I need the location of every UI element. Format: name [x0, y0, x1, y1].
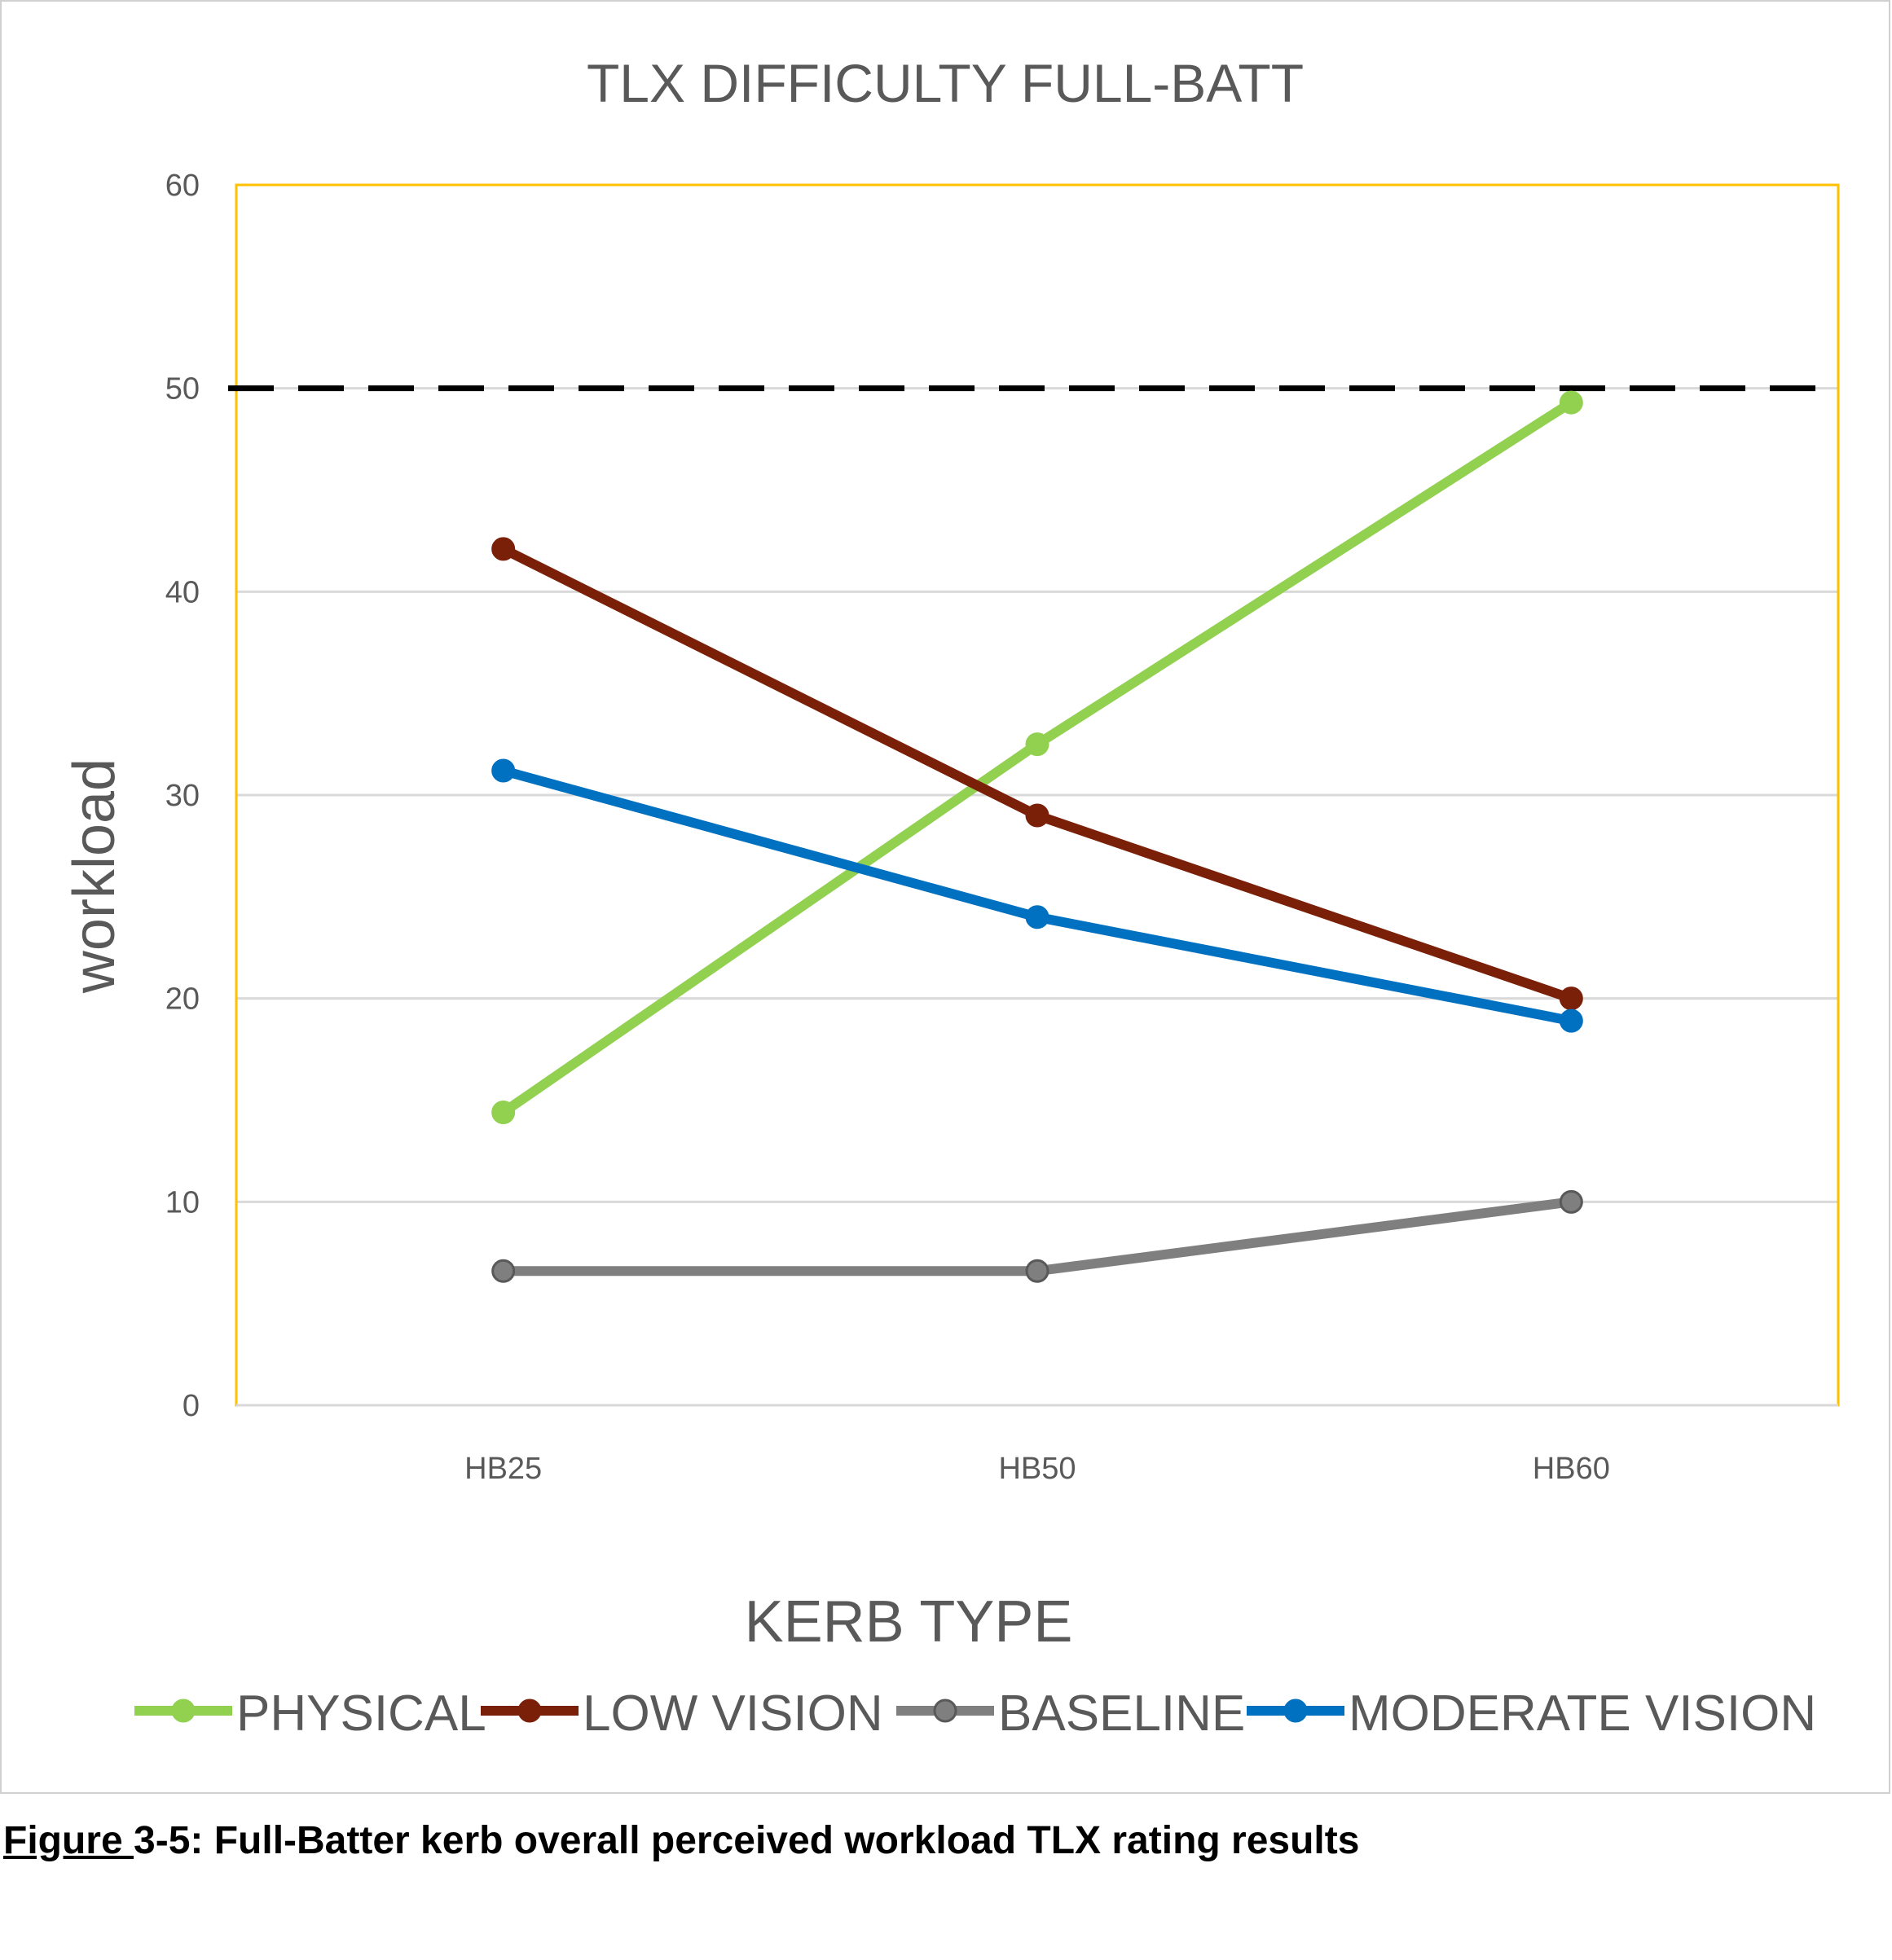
legend-marker: [171, 1699, 196, 1723]
caption-prefix: Figure: [3, 1819, 134, 1862]
x-tick-label: HB60: [1533, 1452, 1610, 1486]
data-point: [1025, 1259, 1049, 1283]
y-axis-label: workload: [62, 758, 127, 994]
legend-item: LOW VISION: [481, 1685, 883, 1742]
y-tick-label: 10: [165, 1185, 200, 1220]
data-point: [1025, 905, 1049, 929]
data-point: [1559, 1009, 1583, 1033]
series-line: [500, 398, 1574, 1117]
data-point: [491, 758, 516, 783]
figure-caption: Figure 3-5: Full-Batter kerb overall per…: [3, 1818, 1359, 1863]
data-point: [1559, 390, 1583, 415]
x-axis-label: KERB TYPE: [745, 1589, 1073, 1655]
data-point: [1025, 732, 1049, 757]
data-point: [1559, 987, 1583, 1011]
x-tick-label: HB25: [464, 1452, 542, 1486]
series-physical: [491, 390, 1583, 1124]
y-tick-label: 30: [165, 779, 200, 813]
series-moderate-vision: [491, 758, 1583, 1033]
legend-label: PHYSICAL: [236, 1685, 486, 1742]
legend-label: MODERATE VISION: [1349, 1685, 1816, 1742]
legend-item: BASELINE: [896, 1685, 1245, 1742]
series-low-vision: [491, 537, 1583, 1011]
y-tick-label: 40: [165, 575, 200, 609]
y-tick-label: 20: [165, 982, 200, 1017]
legend-item: PHYSICAL: [134, 1685, 486, 1742]
data-point: [1025, 803, 1049, 828]
y-tick-label: 50: [165, 372, 200, 407]
line-chart: TLX DIFFICULTY FULL-BATT KERB TYPE workl…: [62, 53, 1840, 1742]
legend-label: LOW VISION: [583, 1685, 883, 1742]
y-tick-label: 0: [183, 1389, 200, 1423]
chart-frame: [0, 0, 1890, 1794]
legend-marker: [517, 1699, 542, 1723]
chart-title: TLX DIFFICULTY FULL-BATT: [587, 53, 1304, 113]
legend-item: MODERATE VISION: [1247, 1685, 1816, 1742]
data-point: [491, 537, 516, 561]
series-line: [500, 544, 1573, 1004]
data-point: [491, 1100, 516, 1124]
x-tick-label: HB50: [998, 1452, 1076, 1486]
y-tick-label: 60: [165, 169, 200, 203]
data-point: [491, 1259, 516, 1283]
legend-label: BASELINE: [998, 1685, 1245, 1742]
data-point: [1559, 1189, 1583, 1214]
caption-text: 3-5: Full-Batter kerb overall perceived …: [134, 1819, 1360, 1862]
legend-marker: [1283, 1699, 1308, 1723]
series-baseline: [491, 1189, 1583, 1283]
legend-marker: [933, 1699, 957, 1723]
